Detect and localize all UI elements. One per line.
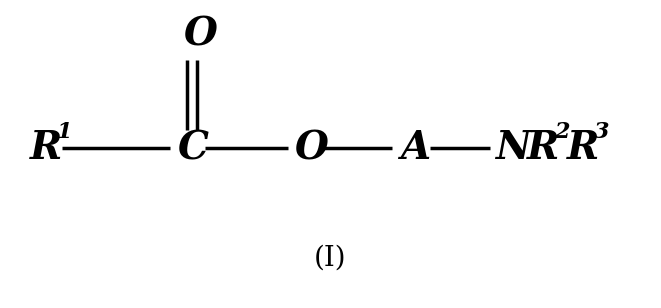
Text: O: O <box>295 129 329 167</box>
Text: 3: 3 <box>594 121 609 143</box>
Text: (I): (I) <box>314 245 346 271</box>
Text: O: O <box>184 16 218 54</box>
Text: R: R <box>527 129 559 167</box>
Text: N: N <box>495 129 531 167</box>
Text: A: A <box>400 129 430 167</box>
Text: 2: 2 <box>554 121 570 143</box>
Text: C: C <box>178 129 209 167</box>
Text: 1: 1 <box>57 121 73 143</box>
Text: R: R <box>30 129 62 167</box>
Text: R: R <box>567 129 600 167</box>
